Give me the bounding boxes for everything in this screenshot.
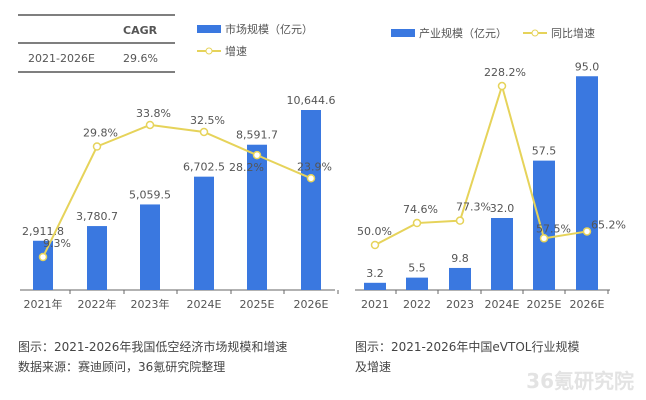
x-tick-label: 2026E [294,298,329,311]
right-caption-cont: 及增速 [355,360,392,374]
growth-label: 23.9% [297,160,332,173]
bar [491,218,513,290]
growth-label: 50.0% [357,225,392,238]
growth-point [252,150,262,160]
growth-point [455,216,465,225]
growth-point [412,218,422,228]
growth-point [92,142,102,151]
legend-bar-label: 产业规模（亿元） [419,26,507,40]
growth-label: 57.5% [536,222,571,235]
legend-bar-swatch [391,29,415,37]
growth-line [374,82,588,246]
growth-point [38,252,48,262]
legend-line-label: 增速 [225,44,247,58]
growth-point [370,240,380,250]
x-tick-label: 2025E [527,298,562,311]
growth-label: 65.2% [591,218,626,231]
bar-label: 5,059.5 [129,188,171,201]
left-caption: 图示：2021-2026年我国低空经济市场规模和增速 [18,340,288,354]
growth-point [539,234,549,243]
x-tick-label: 2025E [240,298,275,311]
growth-label: 77.3% [456,201,491,214]
x-tick-label: 2024E [187,298,222,311]
right-caption: 图示：2021-2026年中国eVTOL行业规模 [355,340,580,354]
growth-point [199,127,209,137]
x-tick-label: 2022 [403,298,431,311]
bar [194,176,214,290]
x-tick-label: 2023年 [131,297,170,311]
bar [533,160,555,290]
growth-label: 228.2% [484,66,526,79]
bar-label: 32.0 [490,202,515,215]
watermark: 36氪研究院 [526,369,634,393]
right-legend: 产业规模（亿元） 同比增速 [391,26,595,40]
bar-label: 57.5 [532,145,557,158]
legend-line-marker [205,47,213,55]
cagr-row-value: 29.6% [123,52,158,65]
cagr-table: CAGR 2021-2026E 29.6% [18,14,175,73]
bar [33,240,53,290]
legend-bar-swatch [197,25,221,33]
growth-label: 9.3% [43,237,71,250]
cagr-header: CAGR [123,24,158,37]
growth-label: 33.8% [136,107,171,120]
left-source: 数据来源：赛迪顾问，36氪研究院整理 [18,360,226,374]
bar [449,267,471,290]
bar-label: 8,591.7 [236,129,278,142]
x-tick-label: 2023 [446,298,474,311]
growth-point [306,174,316,183]
bar-label: 95.0 [575,60,600,73]
cagr-row-label: 2021-2026E [28,52,95,65]
bar [247,144,267,290]
legend-bar-label: 市场规模（亿元） [225,22,313,36]
bar-label: 5.5 [408,262,426,275]
growth-label: 32.5% [190,114,225,127]
x-tick-label: 2022年 [78,297,117,311]
bar-label: 10,644.6 [287,94,336,107]
growth-point [582,227,592,236]
legend-line-label: 同比增速 [551,26,595,40]
bar [87,226,107,290]
legend-line-marker [531,29,539,37]
bar-label: 6,702.5 [183,161,225,174]
bar-label: 9.8 [451,252,469,265]
left-legend: 市场规模（亿元） 增速 [197,22,313,58]
bar-label: 3.2 [366,267,384,280]
bar [364,282,386,290]
x-tick-label: 2021年 [24,297,63,311]
growth-label: 29.8% [83,127,118,140]
bar [301,110,321,290]
growth-line [42,123,312,258]
growth-point [497,81,507,91]
growth-label: 74.6% [403,203,438,216]
growth-label: 28.2% [229,161,264,174]
growth-point [145,120,155,130]
bar [406,277,428,290]
bar-label: 3,780.7 [76,210,118,223]
x-tick-label: 2021 [361,298,389,311]
bar [576,76,598,290]
x-tick-label: 2024E [485,298,520,311]
bar [140,204,160,290]
x-tick-label: 2026E [570,298,605,311]
